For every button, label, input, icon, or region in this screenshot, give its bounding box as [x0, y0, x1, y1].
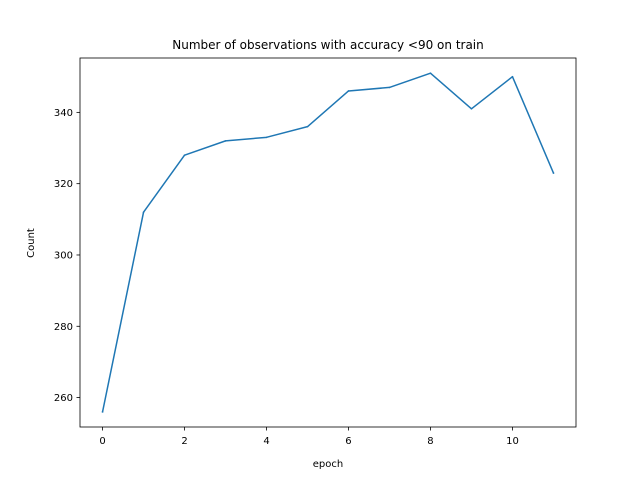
y-tick-label: 320 [54, 179, 73, 190]
data-point [388, 86, 391, 89]
x-tick-label: 10 [506, 436, 519, 447]
data-point [224, 140, 227, 142]
y-tick-label: 340 [54, 108, 73, 119]
data-point [306, 125, 309, 128]
x-axis-label: epoch [313, 459, 343, 470]
y-tick-label: 260 [54, 393, 73, 404]
data-point [183, 154, 186, 156]
data-point [347, 90, 350, 92]
data-point [470, 108, 473, 110]
x-tick-label: 4 [263, 436, 269, 447]
y-tick-label: 280 [54, 322, 73, 333]
data-point [142, 211, 145, 213]
y-axis-label: Count [26, 228, 37, 258]
series-line-0 [101, 72, 555, 413]
x-tick-label: 2 [181, 436, 187, 447]
data-point [511, 75, 514, 78]
plot-area [79, 57, 577, 428]
data-point [101, 411, 104, 413]
x-axis-ticks: 0 2 4 6 8 10 [99, 427, 519, 447]
x-tick-label: 0 [99, 436, 105, 447]
x-tick-label: 8 [427, 436, 433, 447]
data-point [429, 72, 432, 74]
y-axis-ticks: 260 280 300 320 340 [54, 108, 80, 404]
data-point [552, 172, 555, 174]
data-point [265, 136, 268, 139]
axes-frame [79, 57, 577, 428]
x-tick-label: 6 [345, 436, 351, 447]
y-tick-label: 300 [54, 250, 73, 261]
chart-title: Number of observations with accuracy <90… [172, 38, 484, 52]
